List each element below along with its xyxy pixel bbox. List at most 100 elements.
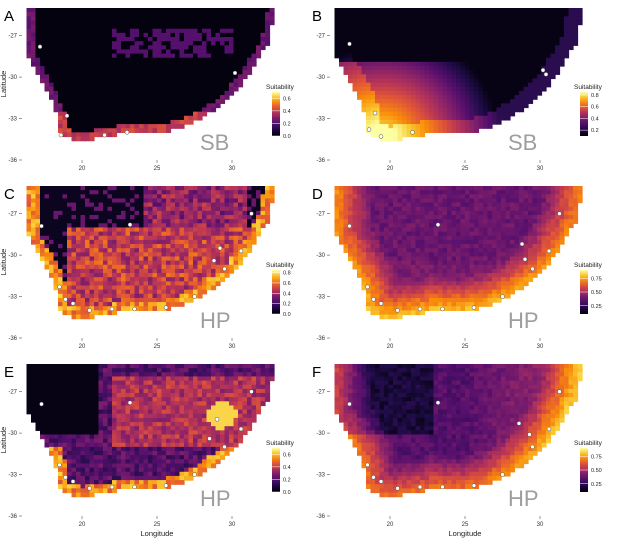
raster-cell — [125, 239, 131, 245]
raster-cell — [76, 223, 82, 229]
raster-cell — [148, 289, 154, 295]
raster-cell — [184, 256, 190, 262]
raster-cell — [442, 277, 448, 282]
raster-cell — [143, 119, 149, 125]
raster-cell — [379, 260, 385, 266]
raster-cell — [80, 132, 86, 138]
raster-cell — [116, 235, 122, 241]
raster-cell — [224, 45, 230, 51]
raster-cell — [411, 252, 417, 258]
raster-cell — [559, 20, 565, 26]
raster-cell — [184, 248, 190, 253]
raster-cell — [343, 190, 349, 195]
raster-cell — [379, 202, 385, 208]
raster-cell — [406, 285, 412, 291]
raster-cell — [211, 248, 217, 253]
raster-cell — [438, 119, 444, 125]
raster-cell — [528, 86, 534, 92]
raster-cell — [420, 61, 426, 67]
raster-cell — [537, 53, 543, 59]
raster-cell — [442, 239, 448, 245]
raster-cell — [397, 206, 403, 212]
raster-cell — [519, 16, 525, 22]
raster-cell — [67, 86, 73, 92]
raster-cell — [238, 41, 244, 46]
raster-cell — [541, 16, 547, 22]
raster-cell — [269, 16, 275, 22]
raster-cell — [415, 111, 421, 117]
raster-cell — [125, 244, 131, 249]
raster-cell — [40, 16, 46, 22]
raster-cell — [256, 223, 262, 229]
raster-cell — [523, 95, 529, 100]
raster-cell — [238, 235, 244, 241]
raster-cell — [370, 66, 376, 71]
raster-cell — [510, 70, 516, 75]
raster-cell — [130, 111, 136, 117]
raster-cell — [447, 12, 453, 17]
raster-cell — [352, 66, 358, 71]
raster-cell — [438, 128, 444, 133]
raster-cell — [40, 24, 46, 30]
raster-cell — [206, 248, 212, 253]
raster-cell — [406, 70, 412, 75]
raster-cell — [370, 82, 376, 88]
raster-cell — [384, 306, 390, 311]
raster-cell — [76, 99, 82, 104]
raster-cell — [438, 28, 444, 34]
raster-cell — [429, 66, 435, 71]
raster-cell — [505, 74, 511, 80]
raster-cell — [532, 8, 538, 13]
raster-cell — [157, 256, 163, 262]
raster-cell — [179, 281, 185, 287]
raster-cell — [71, 239, 77, 245]
raster-cell — [555, 57, 561, 63]
raster-cell — [116, 28, 122, 34]
raster-cell — [456, 37, 462, 42]
raster-cell — [67, 260, 73, 266]
raster-cell — [447, 61, 453, 67]
raster-cell — [35, 49, 41, 55]
raster-cell — [125, 248, 131, 253]
raster-cell — [161, 219, 167, 224]
raster-cell — [442, 210, 448, 216]
raster-cell — [370, 281, 376, 287]
raster-cell — [352, 86, 358, 92]
raster-cell — [469, 119, 475, 125]
raster-cell — [152, 268, 158, 274]
y-tick-label: -33 — [8, 117, 17, 123]
raster-cell — [103, 268, 109, 274]
raster-cell — [460, 28, 466, 34]
raster-cell — [478, 70, 484, 75]
raster-cell — [116, 293, 122, 299]
raster-cell — [456, 111, 462, 117]
raster-cell — [366, 186, 372, 191]
raster-cell — [49, 66, 55, 71]
raster-cell — [532, 12, 538, 17]
raster-cell — [456, 57, 462, 63]
raster-cell — [62, 20, 68, 26]
raster-cell — [224, 70, 230, 75]
raster-cell — [420, 202, 426, 208]
raster-cell — [366, 111, 372, 117]
raster-cell — [80, 8, 86, 13]
raster-cell — [94, 260, 100, 266]
raster-cell — [406, 37, 412, 42]
raster-cell — [397, 95, 403, 100]
raster-cell — [420, 115, 426, 121]
raster-cell — [370, 186, 376, 191]
raster-cell — [260, 32, 266, 38]
raster-cell — [415, 310, 421, 316]
raster-cell — [447, 264, 453, 270]
raster-cell — [465, 41, 471, 46]
raster-cell — [139, 285, 145, 291]
raster-cell — [334, 28, 340, 34]
raster-cell — [478, 124, 484, 129]
raster-cell — [469, 124, 475, 129]
raster-cell — [71, 95, 77, 100]
raster-cell — [130, 202, 136, 208]
raster-cell — [438, 115, 444, 121]
raster-cell — [397, 57, 403, 63]
raster-cell — [125, 289, 131, 295]
raster-cell — [357, 53, 363, 59]
